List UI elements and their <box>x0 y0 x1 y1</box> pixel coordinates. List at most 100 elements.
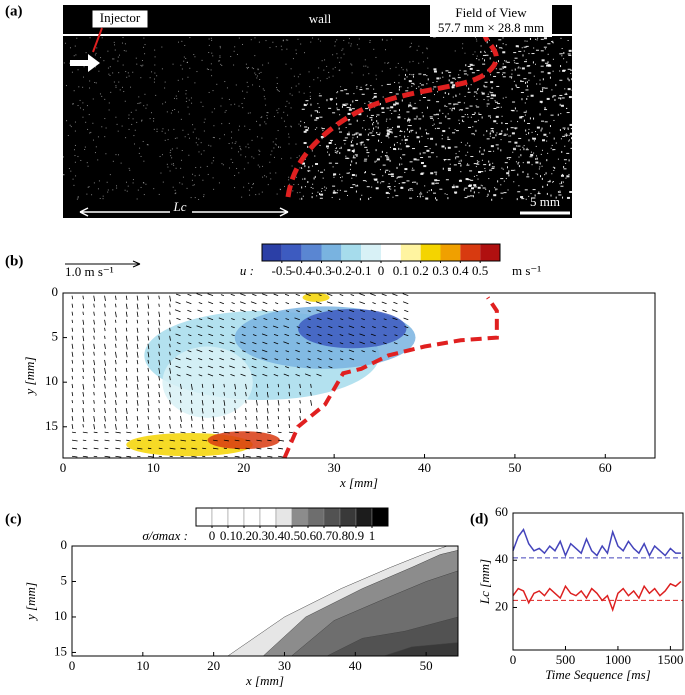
speckle <box>516 110 518 112</box>
x-tick-label: 60 <box>599 460 612 475</box>
speckle <box>213 137 215 139</box>
velocity-vector <box>360 325 366 329</box>
speckle <box>469 67 473 70</box>
speckle <box>115 86 117 88</box>
speckle <box>203 196 205 198</box>
speckle <box>132 179 134 181</box>
speckle <box>482 187 486 189</box>
velocity-vector <box>169 391 171 398</box>
speckle <box>295 143 297 145</box>
velocity-vector <box>115 431 121 434</box>
speckle <box>328 76 330 78</box>
speckle <box>314 155 316 157</box>
velocity-vector <box>209 310 214 313</box>
velocity-vector <box>82 351 84 356</box>
speckle <box>258 149 260 151</box>
speckle <box>251 67 253 69</box>
speckle <box>566 152 570 154</box>
speckle <box>299 167 301 169</box>
speckle <box>526 161 530 164</box>
speckle <box>146 104 148 106</box>
speckle <box>468 87 470 90</box>
speckle <box>416 182 418 185</box>
speckle <box>197 144 199 146</box>
speckle <box>502 63 504 65</box>
speckle <box>314 175 316 178</box>
speckle <box>412 167 414 169</box>
velocity-vector <box>104 335 106 339</box>
velocity-vector <box>369 341 376 345</box>
velocity-vector <box>229 309 235 313</box>
y-tick-label: 0 <box>52 284 59 299</box>
speckle <box>284 185 286 187</box>
speckle <box>571 141 573 144</box>
velocity-vector <box>201 399 204 406</box>
speckle <box>559 129 561 132</box>
speckle <box>562 196 564 199</box>
speckle <box>301 197 303 200</box>
speckle <box>435 197 437 200</box>
speckle <box>117 60 119 62</box>
y-tick-label: 10 <box>45 373 58 388</box>
speckle <box>85 52 87 54</box>
speckle <box>132 182 134 184</box>
velocity-vector <box>125 295 128 300</box>
velocity-vector <box>212 424 215 430</box>
speckle <box>257 164 259 166</box>
speckle <box>75 175 77 177</box>
speckle <box>409 46 411 48</box>
speckle <box>423 74 427 76</box>
speckle <box>175 167 177 169</box>
speckle <box>99 197 101 199</box>
velocity-vector <box>71 399 73 404</box>
velocity-vector <box>158 391 161 398</box>
speckle <box>285 126 287 128</box>
velocity-vector <box>295 374 300 377</box>
speckle <box>376 132 378 134</box>
velocity-vector <box>316 373 322 377</box>
velocity-vector <box>104 327 106 332</box>
velocity-vector <box>284 293 290 297</box>
speckle <box>101 37 103 39</box>
velocity-vector <box>136 335 139 342</box>
speckle <box>352 100 354 103</box>
speckle <box>167 129 169 131</box>
colorbar-tick-label: 0.7 <box>316 528 333 543</box>
velocity-vector <box>185 357 192 361</box>
speckle <box>364 172 366 174</box>
speckle <box>461 119 463 122</box>
speckle <box>320 193 324 196</box>
speckle <box>527 95 529 97</box>
speckle <box>171 109 173 111</box>
speckle <box>492 137 496 139</box>
speckle <box>418 86 420 88</box>
speckle <box>470 116 472 118</box>
y-tick-label: 15 <box>45 418 58 433</box>
speckle <box>359 142 363 144</box>
velocity-vector <box>201 416 204 422</box>
speckle <box>235 141 237 143</box>
speckle <box>566 175 570 178</box>
velocity-vector <box>147 455 154 458</box>
speckle <box>452 77 456 79</box>
speckle <box>413 84 415 86</box>
velocity-vector <box>256 455 262 458</box>
speckle <box>505 178 507 180</box>
speckle <box>211 39 213 41</box>
speckle <box>384 49 386 51</box>
speckle <box>546 97 550 100</box>
speckle <box>355 174 357 177</box>
speckle <box>119 54 121 56</box>
speckle <box>500 149 502 152</box>
velocity-vector <box>283 325 290 329</box>
speckle <box>518 66 520 68</box>
speckle <box>174 109 176 111</box>
velocity-vector <box>245 391 247 397</box>
speckle <box>358 48 360 50</box>
speckle <box>260 71 262 73</box>
speckle <box>116 187 118 189</box>
speckle <box>194 56 196 58</box>
speckle <box>265 123 267 125</box>
speckle <box>566 135 568 137</box>
speckle <box>404 131 406 133</box>
